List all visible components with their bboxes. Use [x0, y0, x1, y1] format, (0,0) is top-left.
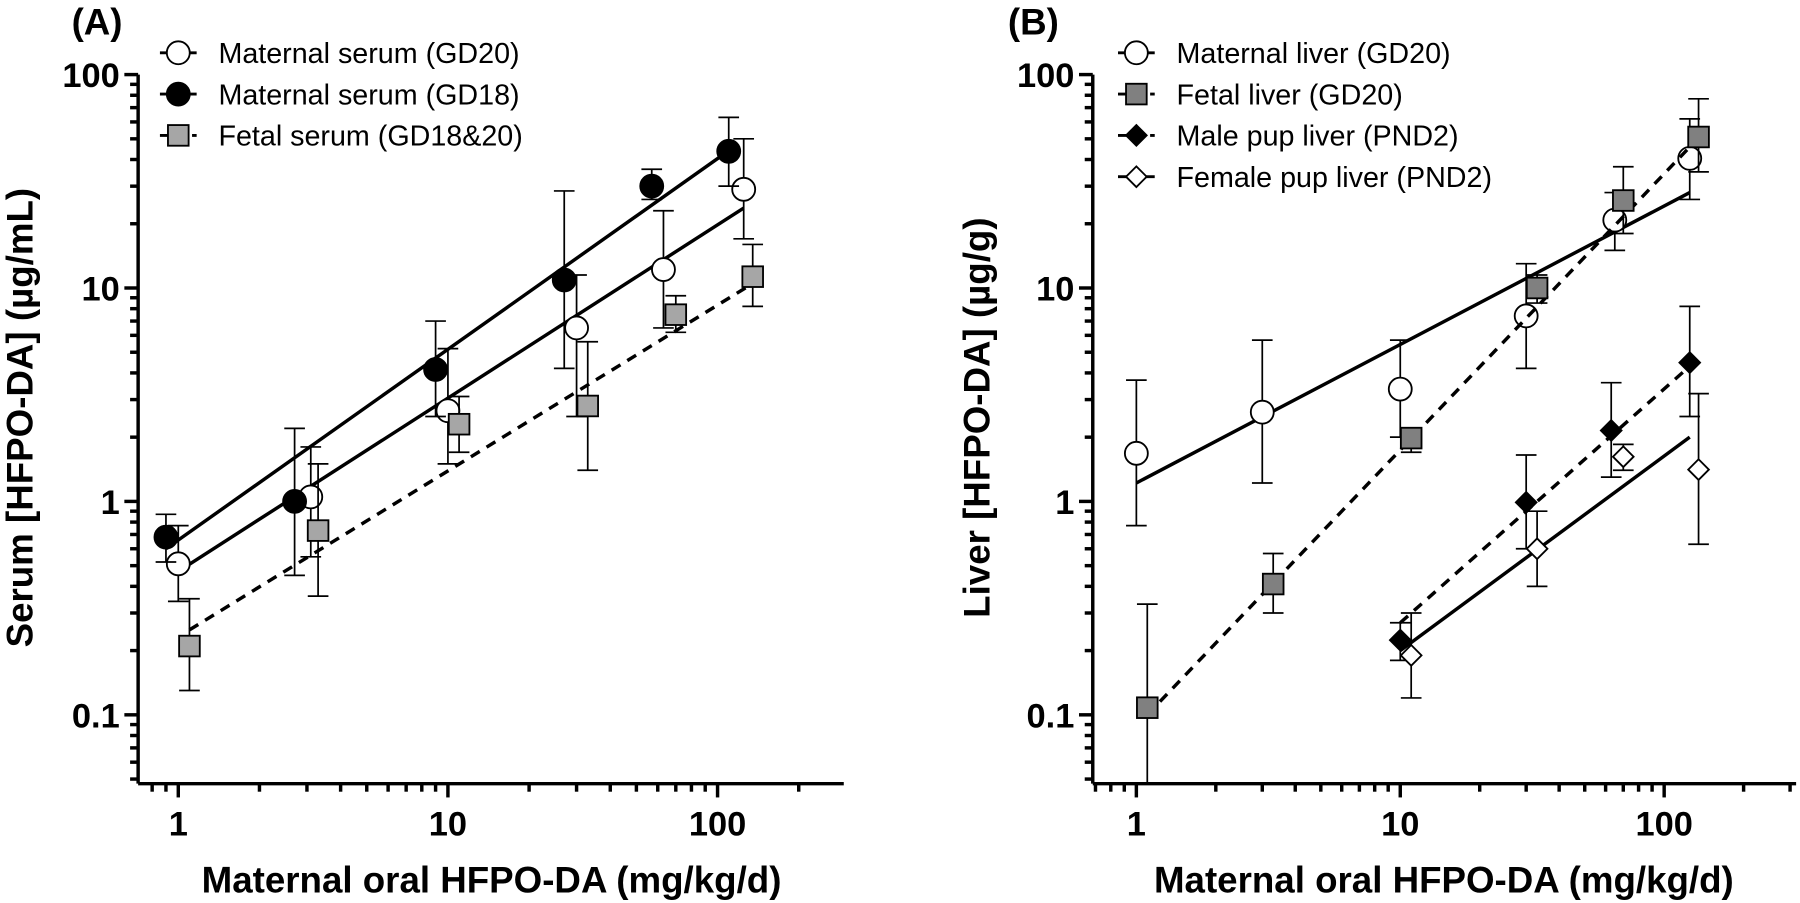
legend-marker-icon	[1124, 165, 1148, 189]
fit-line	[188, 282, 754, 632]
data-point	[1513, 303, 1539, 329]
legend-item: Maternal serum (GD18)	[159, 79, 520, 111]
data-point	[1678, 351, 1702, 375]
y-tick-label: 100	[62, 57, 119, 95]
series-maternal-serum-gd18-	[153, 116, 742, 577]
y-tick-label: 0.1	[1027, 697, 1075, 735]
series-female-pup-liver-pnd2-	[1399, 392, 1711, 699]
data-point	[1599, 418, 1623, 443]
data-point	[1123, 440, 1149, 466]
fit-line	[1135, 191, 1691, 485]
data-point	[1612, 189, 1635, 212]
data-point	[1525, 537, 1549, 561]
x-axis-label: Maternal oral HFPO-DA (mg/kg/d)	[1154, 860, 1734, 901]
legend-item: Fetal serum (GD18&20)	[159, 121, 523, 153]
data-point	[165, 551, 191, 577]
panel-label: (B)	[1008, 1, 1059, 42]
fit-line	[1146, 132, 1704, 717]
data-point	[716, 138, 742, 164]
x-tick-label: 1	[169, 805, 188, 843]
panel-label: (A)	[72, 1, 123, 42]
series-maternal-serum-gd20-	[165, 137, 757, 603]
legend-label: Maternal serum (GD18)	[218, 79, 519, 111]
y-axis-label: Liver [HFPO-DA] (µg/g)	[956, 217, 997, 617]
x-tick-label: 100	[689, 805, 746, 843]
data-point	[731, 176, 757, 202]
data-point	[651, 257, 676, 282]
legend-item: Male pup liver (PND2)	[1118, 121, 1459, 153]
data-point	[551, 267, 577, 293]
legend-marker-icon	[165, 40, 191, 66]
data-point	[564, 315, 589, 341]
x-axis-label: Maternal oral HFPO-DA (mg/kg/d)	[202, 860, 782, 901]
data-point	[1399, 643, 1423, 667]
data-point	[1399, 426, 1423, 450]
y-tick-label: 1	[101, 484, 120, 522]
legend-item: Maternal liver (GD20)	[1118, 38, 1451, 70]
data-point	[1387, 376, 1413, 402]
x-tick-label: 10	[1381, 805, 1419, 843]
panel-a-serum-chart: (A) 100 10 1 0.1 1 10 100 Maternal oral HFPO-DA …	[0, 1, 844, 901]
fit-line	[1399, 435, 1691, 652]
legend-item: Female pup liver (PND2)	[1118, 162, 1492, 194]
data-point	[741, 265, 764, 288]
data-point	[664, 303, 688, 326]
data-point	[576, 394, 599, 418]
series-male-pup-liver-pnd2-	[1388, 305, 1702, 662]
data-point	[153, 524, 179, 550]
data-point	[1686, 457, 1711, 482]
series-fetal-liver-gd20-	[1136, 97, 1710, 784]
data-point	[423, 357, 448, 382]
y-axis-label: Serum [HFPO-DA] (µg/mL)	[0, 188, 41, 648]
fit-line	[164, 149, 730, 551]
data-point	[1514, 490, 1538, 514]
fit-line	[1399, 364, 1691, 625]
legend-item: Maternal serum (GD20)	[159, 38, 520, 70]
legend-label: Fetal liver (GD20)	[1177, 79, 1403, 111]
data-point	[1249, 399, 1275, 425]
legend-marker-icon	[1124, 123, 1148, 148]
data-point	[639, 173, 665, 199]
data-point	[1525, 276, 1549, 300]
legend-marker-icon	[1123, 40, 1149, 66]
data-point	[447, 412, 471, 436]
data-point	[1136, 696, 1159, 719]
y-tick-label: 100	[1017, 57, 1074, 95]
x-tick-label: 100	[1635, 805, 1692, 843]
y-tick-label: 0.1	[72, 697, 120, 735]
data-point	[1687, 125, 1710, 149]
legend-marker-icon	[165, 81, 191, 107]
x-tick-label: 10	[429, 805, 467, 843]
data-point	[1611, 445, 1635, 469]
data-point	[306, 519, 330, 542]
legend-marker-icon	[167, 124, 190, 147]
legend-label: Maternal liver (GD20)	[1177, 38, 1451, 70]
y-tick-label: 1	[1055, 484, 1074, 522]
series-fetal-serum-gd18-20-	[178, 243, 764, 692]
series-maternal-liver-gd20-	[1123, 118, 1703, 527]
data-point	[282, 489, 307, 514]
y-tick-label: 10	[1036, 271, 1074, 309]
legend-label: Maternal serum (GD20)	[218, 38, 519, 70]
data-point	[1261, 572, 1285, 596]
y-tick-label: 10	[81, 271, 119, 309]
legend-marker-icon	[1125, 82, 1148, 106]
legend-label: Fetal serum (GD18&20)	[218, 121, 522, 153]
legend-label: Male pup liver (PND2)	[1177, 121, 1459, 153]
data-point	[178, 634, 201, 658]
x-tick-label: 1	[1127, 805, 1146, 843]
fit-line	[177, 206, 745, 573]
legend-label: Female pup liver (PND2)	[1177, 162, 1493, 194]
panel-b-liver-chart: (B) 100 10 1 0.1 1 10 100 Maternal oral HFPO-DA …	[956, 1, 1797, 901]
legend-item: Fetal liver (GD20)	[1118, 79, 1403, 111]
